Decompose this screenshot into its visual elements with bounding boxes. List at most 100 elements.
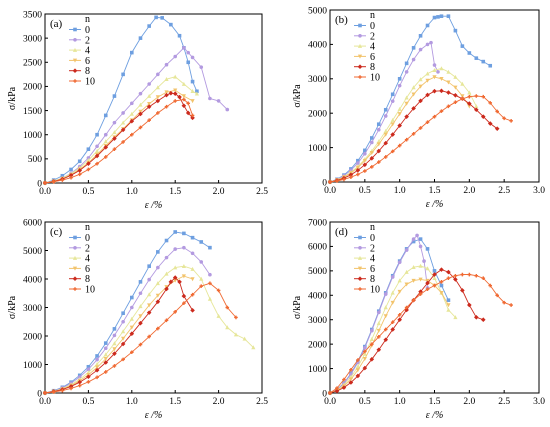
y-tick-label: 7000 [308,218,327,228]
legend-marker [357,276,363,281]
data-point [404,269,409,274]
legend-marker [358,75,362,79]
data-point [94,367,100,373]
data-point [121,311,125,315]
data-point [439,267,444,272]
data-point [467,272,472,277]
data-point [129,331,135,337]
data-point [60,388,65,393]
data-point [225,305,230,310]
legend-title: n [370,222,375,233]
data-point [404,248,409,252]
data-point [112,327,117,331]
data-point [121,72,125,77]
data-point [474,94,479,98]
data-point [182,245,186,250]
data-point [112,130,117,135]
data-point [481,276,486,280]
data-point [138,342,143,347]
data-point [182,97,186,102]
data-point [95,375,99,380]
x-tick-label: 1.5 [169,397,181,407]
data-point [233,332,239,337]
data-point [182,231,186,236]
data-point [432,283,437,288]
data-point [439,66,444,71]
data-point [177,94,182,100]
data-point [425,71,430,76]
data-point [383,337,389,343]
data-point [173,88,178,93]
data-point [415,233,419,238]
data-point [121,336,126,341]
series-n-6 [327,75,472,185]
y-tick-label: 3500 [23,10,42,20]
data-point [335,386,339,390]
series-line [329,278,449,394]
data-point [342,377,346,382]
data-point [121,140,125,144]
data-point [460,96,465,101]
data-point [138,320,143,326]
data-point [173,74,178,79]
data-point [199,240,204,244]
data-point [207,296,213,301]
panel-label: (c) [50,226,63,238]
y-tick-label: 1000 [308,365,327,375]
data-point [147,24,151,28]
data-point [370,328,374,333]
data-point [369,150,374,155]
data-point [446,276,451,280]
legend-entry-label: 8 [85,66,90,77]
data-point [418,263,423,268]
data-point [190,55,195,60]
series-n-4 [42,263,256,395]
data-point [173,265,178,270]
x-tick-label: 2.0 [213,187,225,197]
data-point [173,247,177,251]
data-point [103,360,109,365]
data-point [397,106,402,111]
y-tick-label: 3000 [23,304,42,314]
data-point [474,104,479,109]
data-point [173,278,178,283]
data-point [112,351,117,356]
data-point [156,72,160,77]
legend-marker [357,64,363,69]
data-point [404,137,409,142]
data-point [495,109,499,114]
data-point [164,255,169,260]
data-point [169,22,173,27]
data-point [173,54,177,59]
y-tick-label: 2000 [23,332,42,342]
data-point [138,291,143,296]
data-point [86,367,91,372]
data-point [404,114,409,119]
data-point [376,347,382,353]
data-point [95,357,99,362]
data-point [103,346,108,351]
data-point [411,46,416,50]
panel-label: (d) [335,226,348,238]
data-point [418,292,423,296]
data-point [112,147,117,151]
data-point [146,104,152,110]
data-point [439,77,444,81]
data-point [147,334,151,339]
y-tick-label: 3000 [23,34,42,44]
data-point [208,281,212,286]
data-point [155,281,160,286]
data-point [383,132,388,137]
data-point [77,172,82,177]
y-tick-label: 6000 [308,243,327,253]
data-point [376,122,381,127]
data-point [390,149,395,154]
data-point [436,70,440,74]
data-point [439,291,444,296]
data-point [216,288,221,293]
data-point [397,77,402,81]
data-point [487,121,493,126]
data-point [467,94,472,99]
